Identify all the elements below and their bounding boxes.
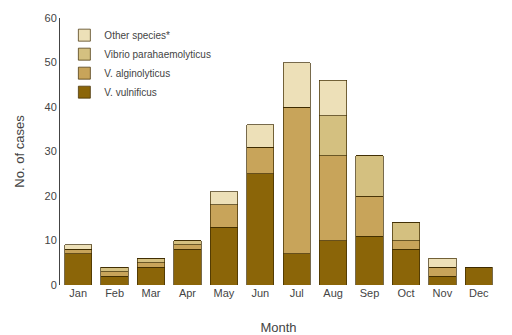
svg-text:No. of cases: No. of cases bbox=[12, 115, 27, 188]
svg-text:Jan: Jan bbox=[69, 287, 87, 299]
svg-text:20: 20 bbox=[45, 190, 57, 202]
svg-text:Vibrio parahaemolyticus: Vibrio parahaemolyticus bbox=[104, 49, 211, 60]
svg-text:40: 40 bbox=[45, 101, 57, 113]
svg-text:Month: Month bbox=[260, 320, 296, 335]
svg-text:Aug: Aug bbox=[323, 287, 343, 299]
svg-text:May: May bbox=[213, 287, 234, 299]
svg-text:Sep: Sep bbox=[360, 287, 380, 299]
svg-text:Other species*: Other species* bbox=[104, 30, 170, 41]
svg-text:Jun: Jun bbox=[251, 287, 269, 299]
svg-text:Nov: Nov bbox=[433, 287, 453, 299]
svg-text:50: 50 bbox=[45, 56, 57, 68]
svg-text:Oct: Oct bbox=[397, 287, 414, 299]
svg-text:V. alginolyticus: V. alginolyticus bbox=[104, 68, 170, 79]
svg-text:0: 0 bbox=[51, 279, 57, 291]
svg-text:Jul: Jul bbox=[290, 287, 304, 299]
svg-text:Apr: Apr bbox=[179, 287, 196, 299]
svg-text:10: 10 bbox=[45, 234, 57, 246]
svg-text:Dec: Dec bbox=[469, 287, 489, 299]
svg-text:60: 60 bbox=[45, 12, 57, 24]
svg-text:Mar: Mar bbox=[142, 287, 161, 299]
svg-text:Feb: Feb bbox=[105, 287, 124, 299]
svg-text:30: 30 bbox=[45, 145, 57, 157]
svg-text:V. vulnificus: V. vulnificus bbox=[104, 87, 156, 98]
